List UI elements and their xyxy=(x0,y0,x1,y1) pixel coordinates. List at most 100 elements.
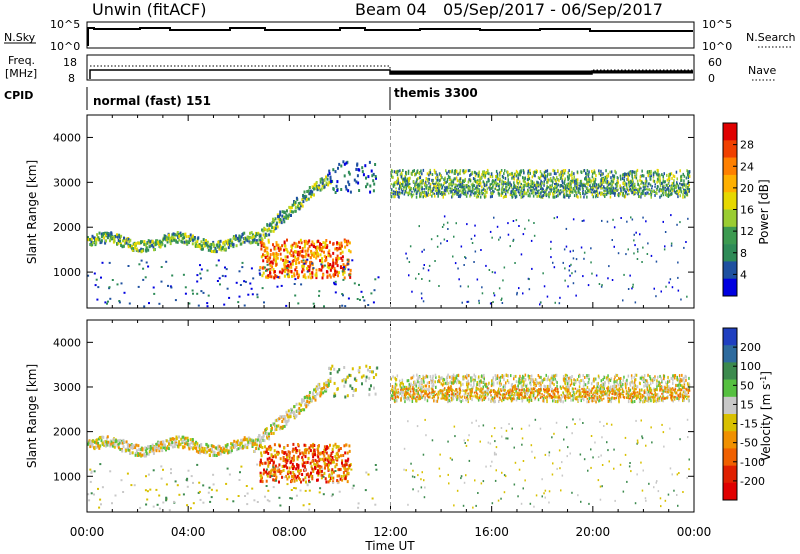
range-cell xyxy=(283,424,286,428)
range-cell xyxy=(463,264,465,266)
range-cell xyxy=(301,464,304,468)
range-cell xyxy=(192,502,195,505)
range-cell xyxy=(274,227,276,231)
range-cell xyxy=(149,445,152,448)
range-cell xyxy=(570,187,572,191)
range-cell xyxy=(135,243,137,247)
range-cell xyxy=(229,244,232,248)
range-cell xyxy=(293,241,296,245)
range-cell xyxy=(607,174,610,178)
range-cell xyxy=(546,295,549,298)
range-cell xyxy=(357,369,360,373)
range-cell xyxy=(635,176,638,180)
range-cell xyxy=(192,442,195,446)
range-cell xyxy=(267,462,270,466)
range-cell xyxy=(292,442,295,446)
range-cell xyxy=(253,499,256,502)
range-cell xyxy=(344,245,347,249)
range-cell xyxy=(318,268,321,271)
range-cell xyxy=(329,478,332,482)
range-cell xyxy=(291,243,294,247)
range-cell xyxy=(429,189,431,192)
range-cell xyxy=(580,171,583,174)
range-cell xyxy=(572,190,574,194)
range-cell xyxy=(155,449,158,453)
range-cell xyxy=(349,268,352,272)
range-cell xyxy=(332,258,335,262)
range-cell xyxy=(247,293,250,296)
range-cell xyxy=(226,451,229,455)
range-cell xyxy=(253,238,256,242)
range-cell xyxy=(97,286,100,289)
range-cell xyxy=(462,389,464,392)
range-cell xyxy=(464,187,466,191)
range-cell xyxy=(95,441,98,445)
range-cell xyxy=(499,177,501,181)
range-cell xyxy=(600,285,603,288)
range-cell xyxy=(298,472,301,476)
range-cell xyxy=(135,443,138,447)
range-cell xyxy=(266,499,269,502)
range-cell xyxy=(299,452,302,456)
range-cell xyxy=(644,379,647,383)
range-cell xyxy=(470,237,473,240)
range-cell xyxy=(417,185,420,188)
range-cell xyxy=(564,185,567,188)
range-cell xyxy=(464,192,466,196)
range-cell xyxy=(327,382,330,386)
range-cell xyxy=(175,437,178,440)
range-cell xyxy=(569,274,571,277)
range-cell xyxy=(241,266,244,269)
range-cell xyxy=(268,233,271,237)
range-cell xyxy=(90,492,93,495)
range-cell xyxy=(601,187,603,190)
range-cell xyxy=(249,235,252,239)
y-tick-label: 2000 xyxy=(53,221,81,234)
range-cell xyxy=(534,183,536,187)
range-cell xyxy=(304,451,307,455)
range-cell xyxy=(249,438,252,442)
range-cell xyxy=(304,489,307,492)
range-cell xyxy=(397,169,399,173)
range-cell xyxy=(474,178,476,181)
range-cell xyxy=(474,250,477,253)
range-cell xyxy=(489,230,492,233)
range-cell xyxy=(645,220,647,223)
range-cell xyxy=(104,233,107,237)
range-cell xyxy=(586,172,588,176)
range-cell xyxy=(521,193,523,197)
range-cell xyxy=(240,438,243,442)
range-cell xyxy=(516,178,518,182)
range-cell xyxy=(275,254,278,258)
range-cell xyxy=(508,187,511,189)
range-cell xyxy=(219,452,222,456)
range-cell xyxy=(312,252,315,256)
range-cell xyxy=(436,245,439,248)
range-cell xyxy=(301,451,304,455)
range-cell xyxy=(421,188,423,191)
range-cell xyxy=(649,382,652,386)
range-cell xyxy=(548,192,551,195)
range-cell xyxy=(324,241,327,245)
range-cell xyxy=(344,380,347,384)
range-cell xyxy=(326,177,329,181)
range-cell xyxy=(324,463,327,467)
range-cell xyxy=(469,174,471,178)
range-cell xyxy=(560,191,563,194)
range-cell xyxy=(313,444,316,447)
range-cell xyxy=(665,193,667,197)
range-cell xyxy=(306,242,309,246)
range-cell xyxy=(550,185,552,189)
range-cell xyxy=(634,182,636,185)
range-cell xyxy=(442,184,445,187)
range-cell xyxy=(421,396,423,400)
range-cell xyxy=(436,173,438,177)
range-cell xyxy=(529,187,532,190)
range-cell xyxy=(537,185,540,188)
range-cell xyxy=(631,174,633,178)
range-cell xyxy=(375,176,377,180)
range-cell xyxy=(137,249,140,253)
range-cell xyxy=(424,384,426,388)
range-cell xyxy=(188,447,191,451)
range-cell xyxy=(631,218,634,221)
